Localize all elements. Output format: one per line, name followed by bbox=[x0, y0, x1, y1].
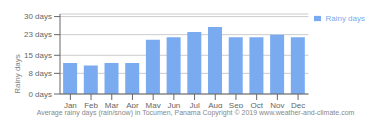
svg-text:Sep: Sep bbox=[229, 101, 244, 108]
svg-text:Feb: Feb bbox=[84, 101, 98, 108]
svg-text:Oct: Oct bbox=[250, 101, 263, 108]
html-text:Rainy days: Rainy days bbox=[325, 14, 365, 23]
svg-text:8 days: 8 days bbox=[28, 69, 52, 78]
svg-text:Dec: Dec bbox=[291, 101, 305, 108]
svg-text:Nov: Nov bbox=[270, 101, 284, 108]
svg-text:0 days: 0 days bbox=[28, 90, 52, 99]
svg-text:Mar: Mar bbox=[105, 101, 119, 108]
svg-text:Jan: Jan bbox=[64, 101, 77, 108]
svg-text:Apr: Apr bbox=[126, 101, 139, 108]
html-text:Average rainy days (rain/snow): Average rainy days (rain/snow) in Tocume… bbox=[36, 109, 355, 116]
svg-text:23 days: 23 days bbox=[24, 30, 52, 39]
svg-text:15 days: 15 days bbox=[24, 51, 52, 60]
svg-text:May: May bbox=[146, 101, 161, 108]
svg-text:Aug: Aug bbox=[208, 101, 222, 108]
svg-text:Jul: Jul bbox=[189, 101, 199, 108]
svg-text:Jun: Jun bbox=[167, 101, 180, 108]
svg-text:Rainy days: Rainy days bbox=[13, 54, 22, 94]
svg-text:30 days: 30 days bbox=[24, 12, 52, 21]
